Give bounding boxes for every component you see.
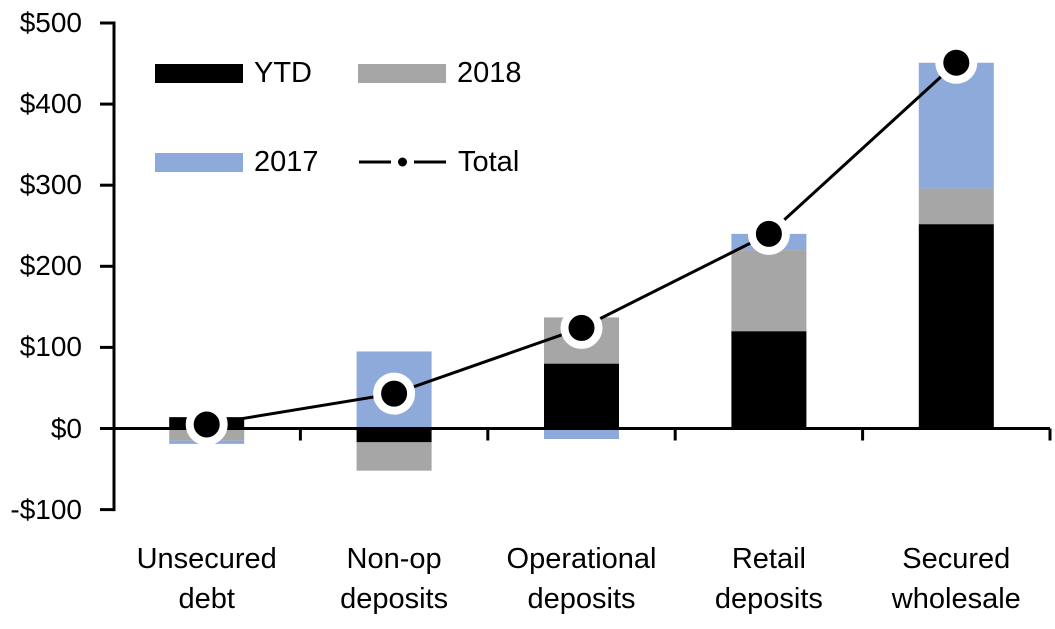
legend-item-2017: 2017 xyxy=(155,146,319,178)
legend-label-ytd: YTD xyxy=(254,56,312,89)
y-axis-tick-label: $0 xyxy=(50,412,82,444)
legend-item-ytd: YTD xyxy=(155,57,312,89)
total-marker-1 xyxy=(185,403,228,446)
bar-segment-ytd-2 xyxy=(356,428,432,443)
x-axis-label: Retail deposits xyxy=(669,539,869,619)
x-axis-label-line: wholesale xyxy=(891,583,1021,615)
y-axis-tick-label: -$100 xyxy=(10,493,82,525)
bar-segment-ytd-4 xyxy=(731,331,807,429)
x-axis-label-line: deposits xyxy=(340,583,449,615)
y-axis-tick-label: $300 xyxy=(19,169,82,201)
legend-item-total: Total xyxy=(358,146,519,178)
legend-label-2017: 2017 xyxy=(254,145,319,178)
x-axis-label-line: Unsecured xyxy=(136,543,277,575)
legend-item-2018: 2018 xyxy=(358,57,522,89)
total-marker-4 xyxy=(747,212,790,255)
y-axis-tick-label: $400 xyxy=(19,88,82,120)
bar-segment-ytd-5 xyxy=(918,224,994,429)
legend-swatch-2018 xyxy=(358,63,446,83)
total-marker-5 xyxy=(935,41,978,84)
x-axis-label: Unsecured debt xyxy=(107,539,307,619)
x-axis-label: Operational deposits xyxy=(482,539,682,619)
bar-segment-2018-2 xyxy=(356,442,432,471)
y-axis-tick-label: $200 xyxy=(19,250,82,282)
x-axis-label-line: Non-op xyxy=(346,543,442,575)
x-axis-label-line: Secured xyxy=(902,543,1011,575)
total-marker-3 xyxy=(560,306,603,349)
x-axis-label-line: Retail xyxy=(731,543,806,575)
x-axis-label-line: debt xyxy=(178,583,235,615)
x-axis-label: Secured wholesale xyxy=(856,539,1055,619)
x-axis-label-line: Operational xyxy=(506,543,657,575)
legend-swatch-ytd xyxy=(155,63,243,83)
line-dot-icon xyxy=(359,157,446,167)
total-marker-2 xyxy=(373,372,416,415)
bar-segment-2017-3 xyxy=(544,428,619,440)
bar-segment-ytd-3 xyxy=(544,363,619,429)
bar-segment-2018-5 xyxy=(918,188,994,225)
y-axis-tick-label: $100 xyxy=(19,331,82,363)
x-axis-label: Non-op deposits xyxy=(294,539,494,619)
y-axis-tick-label: $500 xyxy=(19,7,82,38)
x-axis-label-line: deposits xyxy=(714,583,823,615)
legend-label-2018: 2018 xyxy=(457,56,522,89)
x-axis-label-line: deposits xyxy=(527,583,636,615)
legend-label-total: Total xyxy=(458,145,520,178)
bar-segment-2018-4 xyxy=(731,250,807,332)
legend-swatch-2017 xyxy=(155,152,243,172)
